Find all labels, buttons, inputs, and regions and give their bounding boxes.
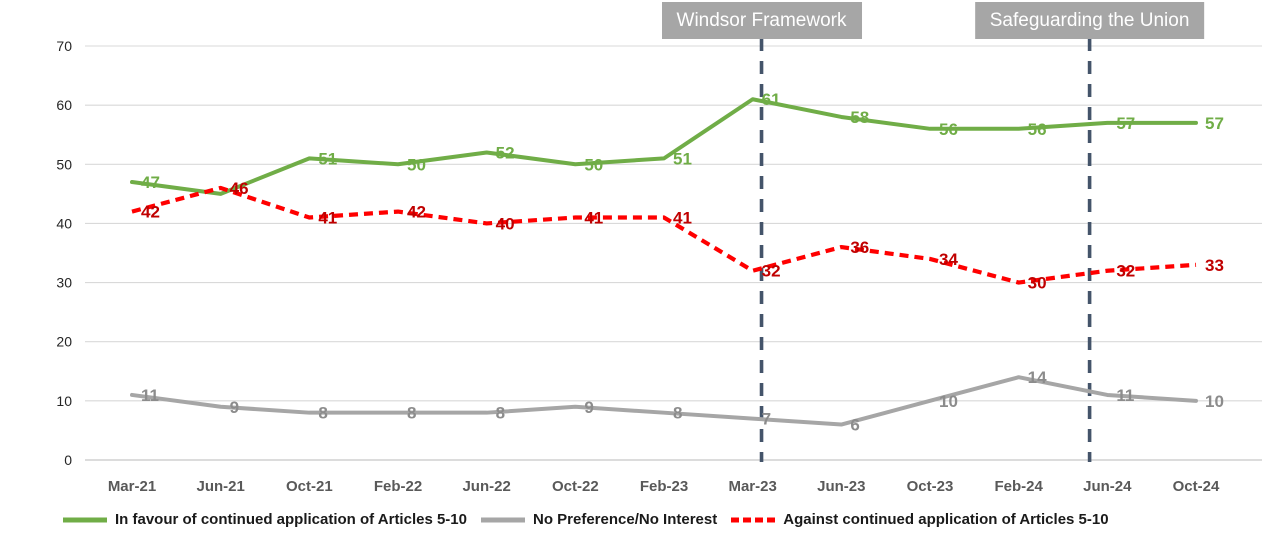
data-label: 51 <box>673 149 692 168</box>
data-label: 34 <box>939 250 958 269</box>
x-tick-label: Jun-23 <box>817 478 865 495</box>
legend-label: Against continued application of Article… <box>783 511 1109 528</box>
data-label: 14 <box>1028 368 1047 387</box>
data-label: 32 <box>1116 262 1135 281</box>
y-tick-label: 40 <box>56 215 72 231</box>
data-label: 11 <box>141 386 159 405</box>
chart-legend: In favour of continued application of Ar… <box>62 511 1109 528</box>
x-tick-label: Mar-23 <box>728 478 776 495</box>
data-label: 50 <box>407 155 426 174</box>
data-label: 40 <box>496 214 515 233</box>
y-tick-label: 70 <box>56 38 72 54</box>
y-tick-label: 0 <box>64 452 72 468</box>
legend-item-1: No Preference/No Interest <box>480 511 717 528</box>
legend-swatch <box>731 517 776 522</box>
x-tick-label: Oct-22 <box>552 478 599 495</box>
x-tick-label: Feb-24 <box>994 478 1043 495</box>
y-tick-label: 10 <box>56 393 72 409</box>
x-tick-label: Feb-22 <box>374 478 422 495</box>
data-label: 33 <box>1205 256 1224 275</box>
data-label: 61 <box>762 90 781 109</box>
data-label: 11 <box>1116 386 1134 405</box>
data-label: 8 <box>407 404 416 423</box>
y-tick-label: 60 <box>56 97 72 113</box>
legend-label: In favour of continued application of Ar… <box>115 511 467 528</box>
x-tick-label: Feb-23 <box>640 478 688 495</box>
x-tick-label: Oct-23 <box>907 478 954 495</box>
data-label: 57 <box>1116 114 1135 133</box>
data-label: 42 <box>407 203 426 222</box>
data-label: 51 <box>318 149 337 168</box>
data-label: 6 <box>850 416 859 435</box>
data-label: 42 <box>141 203 160 222</box>
data-label: 7 <box>762 410 771 429</box>
legend-label: No Preference/No Interest <box>533 511 718 528</box>
data-label: 36 <box>850 238 869 257</box>
x-tick-label: Mar-21 <box>108 478 156 495</box>
data-label: 56 <box>939 120 958 139</box>
y-tick-label: 50 <box>56 156 72 172</box>
data-label: 57 <box>1205 114 1224 133</box>
x-tick-label: Oct-24 <box>1173 478 1220 495</box>
series-line-0 <box>130 97 1198 196</box>
data-label: 8 <box>318 404 327 423</box>
data-label: 47 <box>141 173 160 192</box>
legend-swatch <box>63 517 107 522</box>
data-label: 46 <box>230 179 249 198</box>
series-line-1 <box>130 375 1198 427</box>
data-label: 30 <box>1028 274 1047 293</box>
data-label: 58 <box>850 108 869 127</box>
data-label: 8 <box>673 404 682 423</box>
data-label: 52 <box>496 143 515 162</box>
data-label: 9 <box>230 398 239 417</box>
data-label: 41 <box>318 209 337 228</box>
legend-swatch <box>481 517 525 522</box>
data-label: 50 <box>584 155 603 174</box>
data-label: 56 <box>1028 120 1047 139</box>
data-label: 41 <box>673 209 692 228</box>
y-tick-label: 20 <box>56 334 72 350</box>
y-tick-label: 30 <box>56 275 72 291</box>
data-label: 32 <box>762 262 781 281</box>
data-label: 10 <box>939 392 958 411</box>
data-label: 8 <box>496 404 505 423</box>
series-line-2 <box>131 185 1197 285</box>
data-label: 41 <box>584 209 603 228</box>
x-tick-label: Jun-24 <box>1083 478 1132 495</box>
legend-item-2: Against continued application of Article… <box>730 511 1109 528</box>
x-tick-label: Jun-21 <box>196 478 244 495</box>
legend-item-0: In favour of continued application of Ar… <box>62 511 467 528</box>
x-tick-label: Oct-21 <box>286 478 333 495</box>
data-label: 10 <box>1205 392 1224 411</box>
data-label: 9 <box>584 398 593 417</box>
x-tick-label: Jun-22 <box>462 478 510 495</box>
